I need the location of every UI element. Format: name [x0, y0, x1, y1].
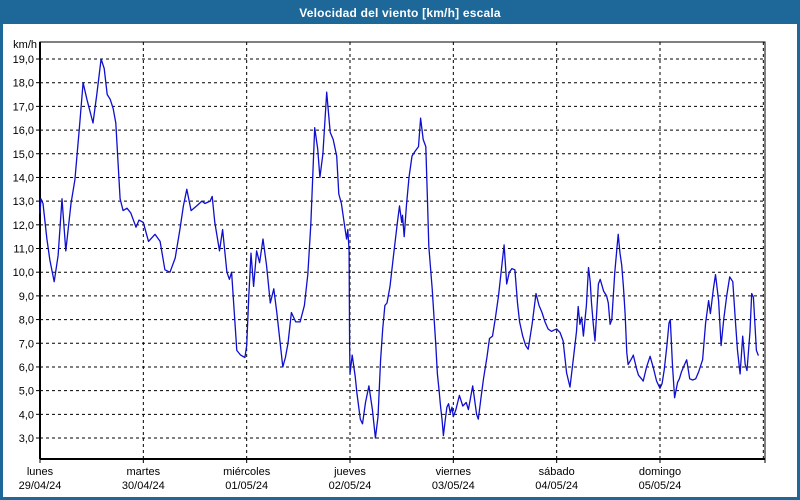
- x-day-name-label: jueves: [333, 466, 366, 478]
- x-day-name-label: domingo: [639, 466, 681, 478]
- y-tick-label: 14,0: [13, 172, 34, 184]
- y-tick-label: 12,0: [13, 220, 34, 232]
- x-day-name-label: viernes: [436, 466, 472, 478]
- y-tick-label: 7,0: [19, 338, 34, 350]
- x-day-name-label: lunes: [27, 466, 54, 478]
- x-day-date-label: 05/05/24: [639, 480, 682, 492]
- y-tick-label: 10,0: [13, 267, 34, 279]
- y-tick-label: 5,0: [19, 386, 34, 398]
- wind-speed-line: [39, 58, 759, 439]
- page-title: Velocidad del viento [km/h] escala: [299, 6, 501, 20]
- x-day-date-label: 30/04/24: [122, 480, 165, 492]
- y-tick-label: 6,0: [19, 362, 34, 374]
- y-tick-label: 13,0: [13, 196, 34, 208]
- x-day-name-label: martes: [127, 466, 161, 478]
- y-tick-label: 4,0: [19, 409, 34, 421]
- x-day-name-label: miércoles: [223, 466, 271, 478]
- y-tick-label: 19,0: [13, 54, 34, 66]
- x-day-date-label: 03/05/24: [432, 480, 475, 492]
- y-tick-label: 8,0: [19, 315, 34, 327]
- y-tick-label: 17,0: [13, 101, 34, 113]
- y-tick-label: 11,0: [13, 244, 34, 256]
- y-tick-label: 9,0: [19, 291, 34, 303]
- x-day-date-label: 02/05/24: [329, 480, 372, 492]
- y-tick-label: 3,0: [19, 433, 34, 445]
- window-title-bar: Velocidad del viento [km/h] escala: [3, 3, 797, 24]
- y-tick-label: 16,0: [13, 125, 34, 137]
- x-day-date-label: 04/05/24: [535, 480, 578, 492]
- x-day-date-label: 01/05/24: [225, 480, 268, 492]
- y-tick-label: 15,0: [13, 149, 34, 161]
- wind-speed-chart: 19,0 18,0 17,0 16,0 15,0 14,0 13,0 12,0 11,0 10,0…: [13, 39, 766, 492]
- x-day-date-label: 29/04/24: [19, 480, 62, 492]
- plot-border: [39, 41, 766, 460]
- y-tick-label: 18,0: [13, 78, 34, 90]
- x-day-name-label: sábado: [539, 466, 575, 478]
- y-axis-unit-label: km/h: [13, 39, 37, 51]
